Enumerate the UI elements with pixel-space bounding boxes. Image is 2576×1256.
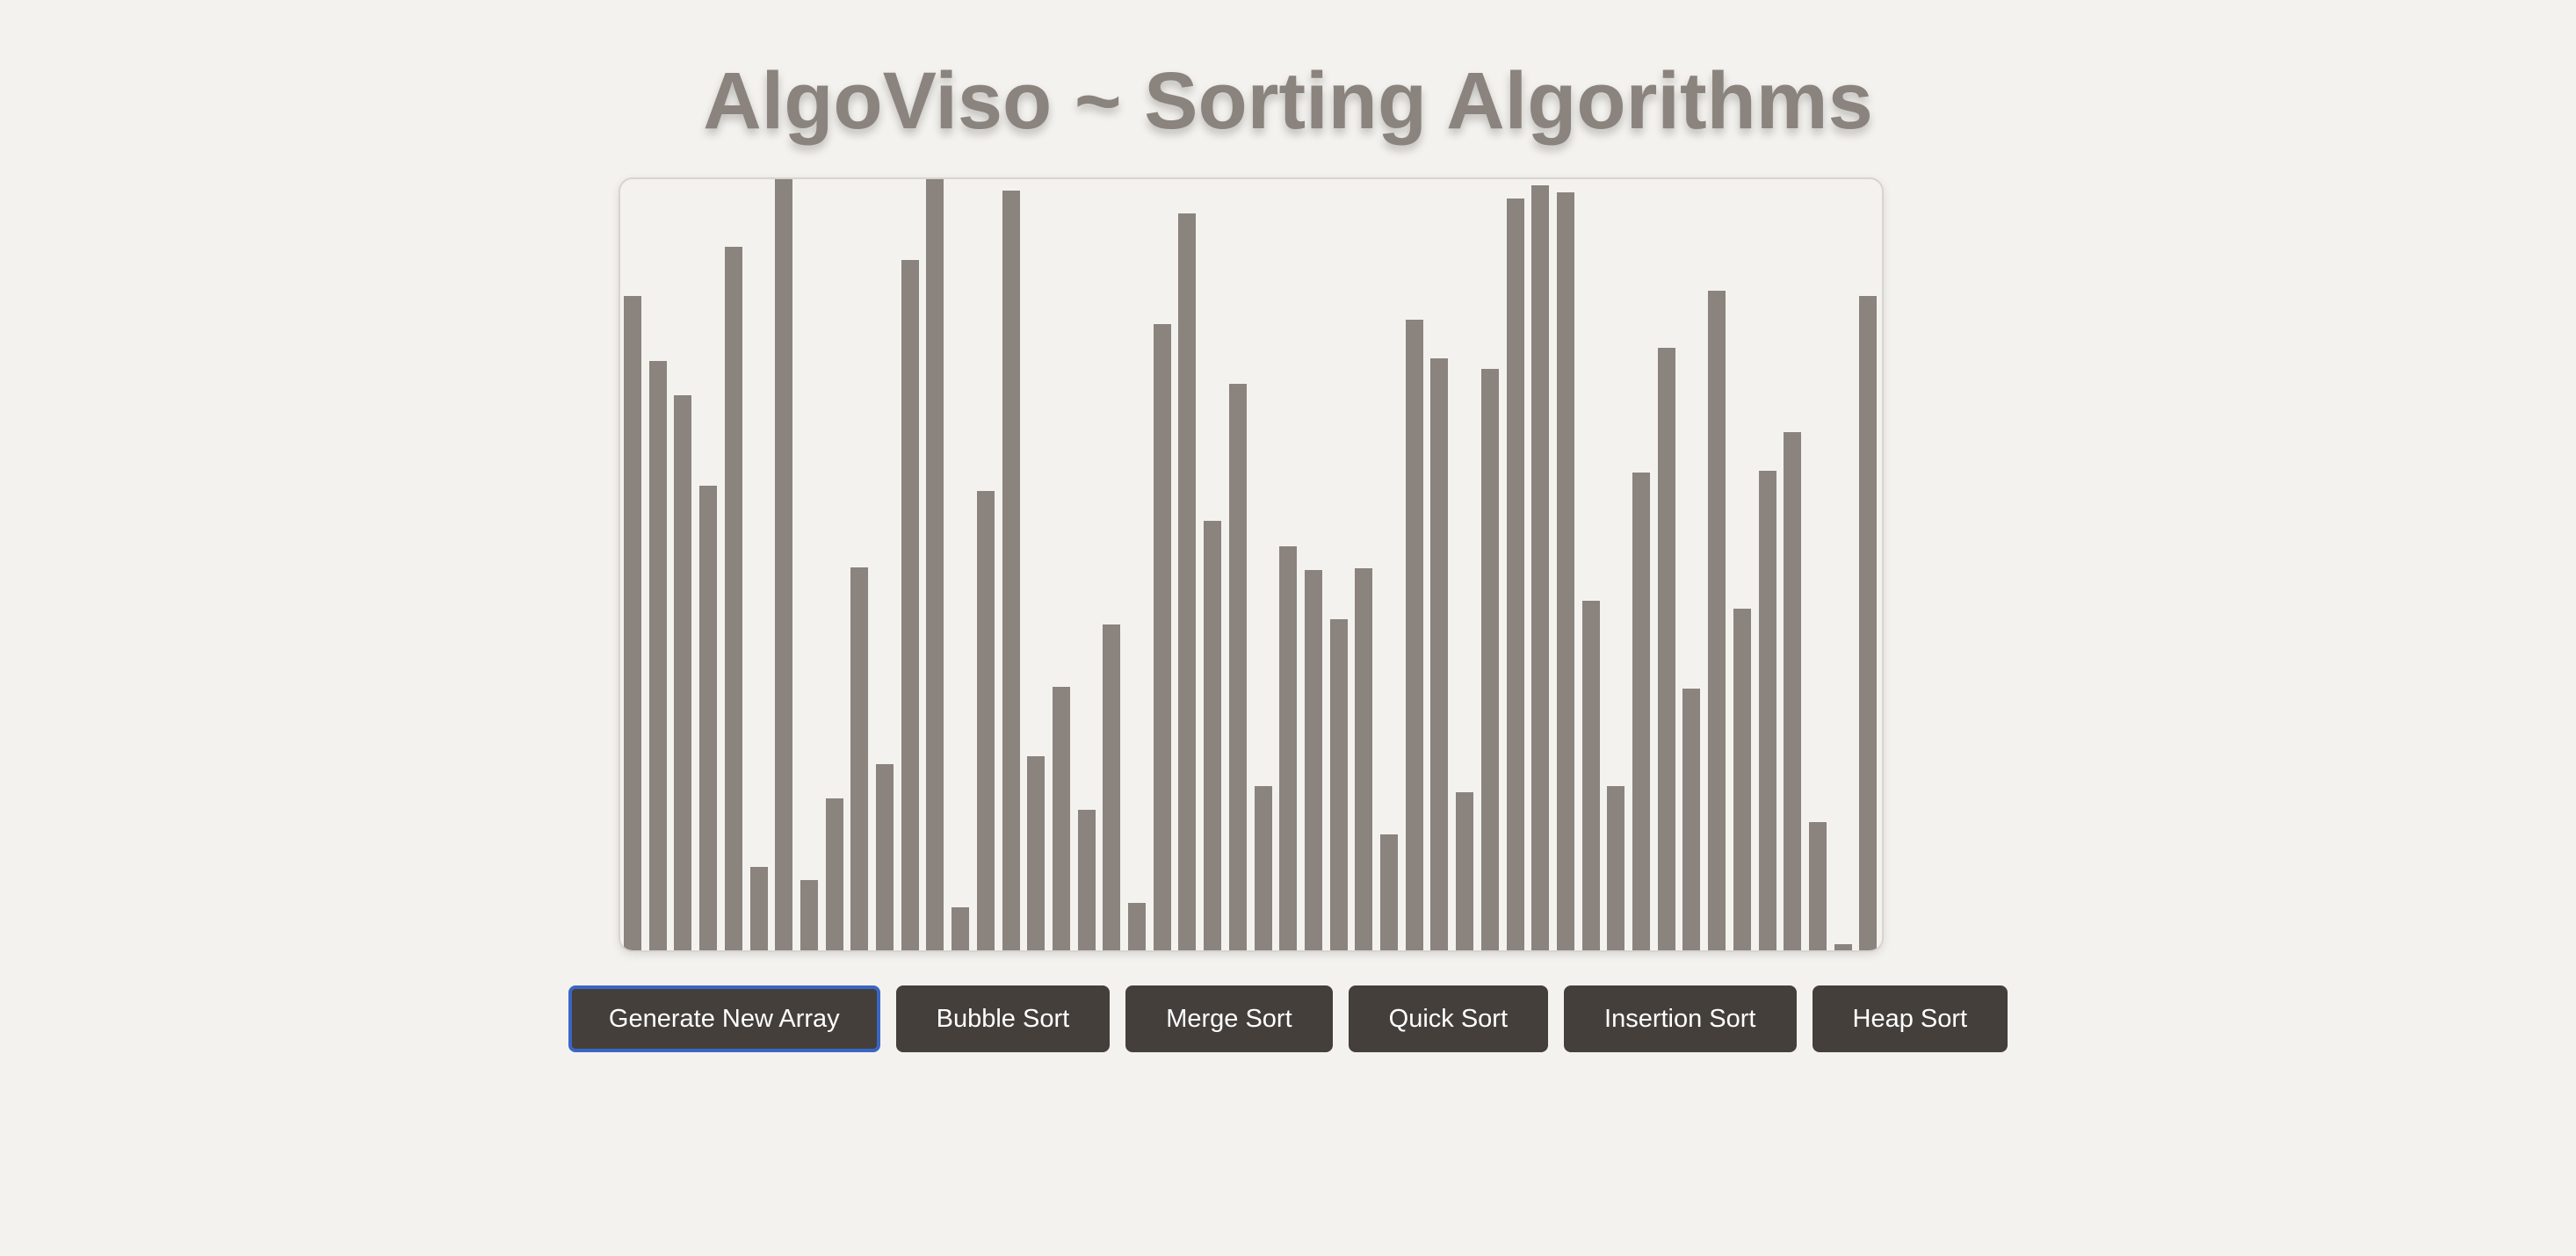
bubble-sort-button[interactable]: Bubble Sort	[895, 985, 1111, 1052]
array-bar	[1380, 834, 1398, 950]
merge-sort-button[interactable]: Merge Sort	[1125, 985, 1333, 1052]
array-bar	[724, 247, 742, 950]
array-bar	[1531, 185, 1550, 950]
array-bar	[976, 491, 995, 950]
array-bar	[1808, 822, 1827, 950]
page-title: AlgoViso ~ Sorting Algorithms	[703, 56, 1873, 146]
array-bar	[1204, 521, 1222, 950]
array-bar	[1581, 601, 1600, 950]
array-bar	[1329, 619, 1348, 950]
heap-sort-button[interactable]: Heap Sort	[1812, 985, 2008, 1052]
array-bar	[1405, 320, 1423, 950]
array-bar	[1052, 687, 1070, 950]
array-bar	[1632, 473, 1650, 950]
array-bar	[1480, 369, 1499, 950]
array-bar	[952, 907, 970, 950]
array-bar	[1456, 792, 1474, 950]
array-bar	[624, 296, 641, 950]
array-bar	[926, 179, 944, 950]
array-visualizer	[619, 177, 1884, 952]
array-bar	[1279, 546, 1298, 950]
array-bar	[825, 798, 843, 950]
array-bar	[1506, 199, 1524, 950]
quick-sort-button[interactable]: Quick Sort	[1348, 985, 1549, 1052]
array-bar	[1355, 568, 1373, 950]
array-bar	[775, 179, 793, 950]
array-bar	[749, 867, 768, 950]
array-bar	[901, 260, 919, 950]
array-bar	[1228, 384, 1247, 950]
array-bar	[850, 567, 869, 950]
control-bar: Generate New Array Bubble Sort Merge Sor…	[0, 985, 2576, 1052]
array-bar	[1859, 296, 1878, 950]
array-bar	[1077, 810, 1096, 950]
generate-new-array-button[interactable]: Generate New Array	[568, 985, 880, 1052]
array-bar	[1682, 689, 1701, 950]
array-bar	[876, 764, 894, 950]
array-bar	[1758, 471, 1776, 950]
array-bar	[1153, 324, 1171, 950]
array-bar	[1657, 348, 1675, 950]
array-bar	[800, 880, 818, 950]
array-bar	[1708, 291, 1726, 950]
array-bar	[1027, 756, 1046, 950]
array-bar	[1103, 624, 1121, 950]
array-bar	[1304, 570, 1322, 950]
array-bar	[1254, 786, 1272, 950]
array-bar	[674, 395, 692, 950]
array-bar	[1556, 192, 1574, 950]
array-bar	[1002, 191, 1020, 950]
array-bar	[1784, 432, 1802, 950]
array-bar	[648, 361, 667, 950]
array-bar	[699, 486, 718, 950]
array-bar	[1430, 358, 1449, 950]
array-bars	[620, 179, 1882, 950]
array-bar	[1733, 609, 1751, 950]
array-bar	[1607, 786, 1625, 950]
array-bar	[1128, 903, 1146, 950]
array-bar	[1834, 944, 1852, 950]
insertion-sort-button[interactable]: Insertion Sort	[1564, 985, 1797, 1052]
array-bar	[1178, 213, 1197, 950]
